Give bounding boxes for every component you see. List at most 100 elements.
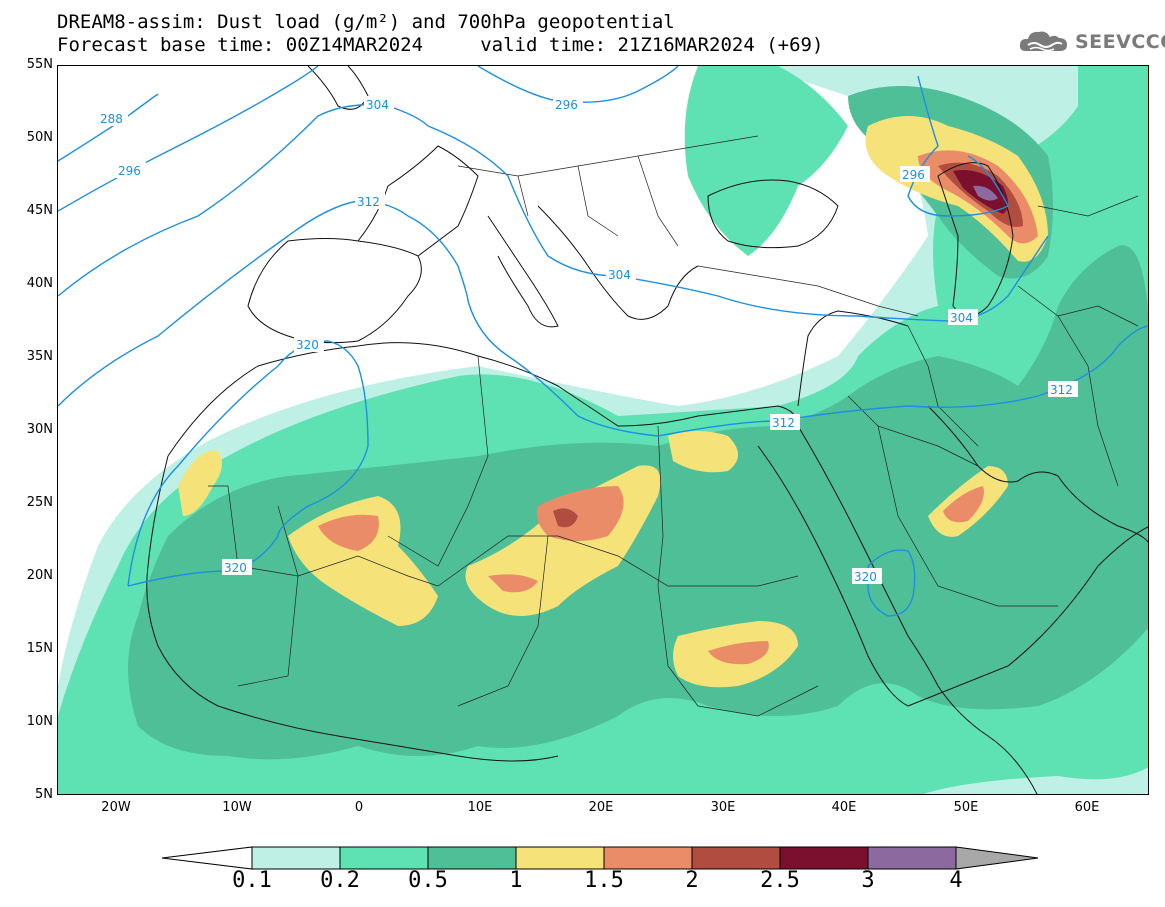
coastline-west-africa [146, 455, 559, 762]
border-iraq-iran [907, 325, 979, 447]
coastline-italy [487, 215, 559, 328]
border-sudan [657, 585, 819, 717]
map-panel: 288 296 304 296 312 304 320 296 304 312 … [57, 65, 1149, 795]
contour-296-west [58, 66, 319, 212]
border-niger-chad [457, 535, 549, 707]
border-turkey [697, 265, 919, 317]
contour-label-320-east: 320 [854, 570, 877, 584]
dust-zone-1-morocco [178, 450, 222, 516]
contour-labels: 288 296 304 296 312 304 320 296 304 312 … [98, 96, 1078, 584]
colorbar-label-3: 3 [861, 868, 875, 893]
contour-label-312-central: 312 [772, 416, 795, 430]
lon-label-60e: 60E [1074, 800, 1100, 815]
cloud-icon [1019, 31, 1067, 52]
contour-label-296-caspian: 296 [902, 168, 925, 182]
contour-label-304: 304 [366, 98, 389, 112]
border-europe-2 [517, 155, 679, 247]
coastline-blacksea [707, 179, 839, 249]
colorbar-bin-2 [691, 846, 781, 870]
coastline-arabia-south [907, 526, 1148, 707]
lat-label-35n: 35N [26, 349, 53, 364]
lat-label-55n: 55N [26, 57, 53, 72]
coastline-caspian [937, 162, 1014, 317]
contour-label-312: 312 [357, 195, 380, 209]
border-central-asia [1017, 195, 1139, 327]
dust-zone-1.5-chad [488, 574, 538, 593]
dust-map: 288 296 304 296 312 304 320 296 304 312 … [58, 66, 1148, 794]
lat-label-30n: 30N [26, 422, 53, 437]
lat-label-45n: 45N [26, 203, 53, 218]
lat-label-15n: 15N [26, 641, 53, 656]
colorbar-label-0.2: 0.2 [320, 868, 360, 893]
colorbar-bin-3 [867, 846, 957, 870]
chart-title: DREAM8-assim: Dust load (g/m²) and 700hP… [57, 11, 675, 33]
colorbar-bin-1.5 [603, 846, 693, 870]
contour-label-320: 320 [296, 338, 319, 352]
border-saudi [847, 395, 1058, 607]
colorbar-below-arrow [161, 846, 253, 870]
lat-label-50n: 50N [26, 130, 53, 145]
coastline-france [357, 145, 479, 257]
lat-label-10n: 10N [26, 714, 53, 729]
dust-zone-3-caspian [973, 185, 998, 201]
contour-label-288: 288 [100, 112, 123, 126]
lon-label-0: 0 [354, 800, 364, 815]
colorbar-label-4: 4 [949, 868, 963, 893]
lon-label-10w: 10W [222, 800, 252, 815]
lat-label-25n: 25N [26, 495, 53, 510]
dust-load-colorbar [161, 846, 1039, 870]
colorbar-bin-0.2 [339, 846, 429, 870]
colorbar-label-1: 1 [509, 868, 523, 893]
colorbar-bin-0.5 [427, 846, 517, 870]
colorbar-bin-2.5 [779, 846, 869, 870]
lon-label-50e: 50E [953, 800, 979, 815]
coastline-balkans [537, 205, 699, 320]
coastline-horn [937, 685, 1038, 794]
colorbar-bin-1 [515, 846, 605, 870]
colorbar-bin-0.1 [251, 846, 341, 870]
dust-zone-1.5-gulf [943, 486, 984, 523]
dust-zone-1.5-sudan [708, 641, 769, 665]
dust-zone-1.5-sahara-west [318, 514, 379, 551]
lat-label-5n: 5N [35, 787, 53, 802]
contour-label-312-east: 312 [1050, 383, 1073, 397]
chart-subtitle: Forecast base time: 00Z14MAR2024 valid t… [57, 34, 824, 56]
logo-text: SEEVCCC [1075, 31, 1165, 53]
border-libya-egypt [657, 425, 664, 587]
contour-312-west [58, 200, 469, 407]
colorbar-label-2: 2 [685, 868, 699, 893]
coastline-gulf [927, 405, 1148, 543]
dust-zone-1-egypt [668, 431, 738, 473]
lon-label-40e: 40E [831, 800, 857, 815]
lon-label-20w: 20W [101, 800, 131, 815]
colorbar-label-1.5: 1.5 [584, 868, 624, 893]
colorbar-above-arrow [955, 846, 1039, 870]
coastline-north-africa [167, 342, 799, 457]
dust-zone-0.2-blacksea [684, 66, 848, 256]
seevccc-logo: SEEVCCC [1018, 26, 1165, 58]
dust-zone-1.5-sahara-central [536, 486, 624, 541]
contour-296-caspian [907, 75, 1009, 217]
border-europe-1 [457, 135, 759, 177]
lon-label-10e: 10E [467, 800, 493, 815]
dust-zone-2-sahara [553, 508, 578, 528]
border-algeria-libya [387, 355, 489, 567]
lon-label-20e: 20E [588, 800, 614, 815]
lat-label-40n: 40N [26, 276, 53, 291]
border-iran-pakistan [1057, 315, 1119, 487]
colorbar-label-0.5: 0.5 [408, 868, 448, 893]
contour-label-320-west: 320 [224, 561, 247, 575]
lon-label-30e: 30E [710, 800, 736, 815]
contour-288 [58, 93, 159, 162]
dust-field [58, 66, 1148, 794]
contour-320-east [867, 549, 916, 617]
contour-label-296: 296 [118, 164, 141, 178]
border-mauritania-mali [237, 505, 299, 687]
colorbar-label-0.1: 0.1 [232, 868, 272, 893]
coastline-britain [307, 66, 369, 110]
lat-label-20n: 20N [26, 568, 53, 583]
contour-label-296-east: 296 [555, 98, 578, 112]
contour-296-east [477, 66, 679, 103]
contour-304-central [427, 125, 1049, 322]
contour-label-304-east: 304 [950, 311, 973, 325]
